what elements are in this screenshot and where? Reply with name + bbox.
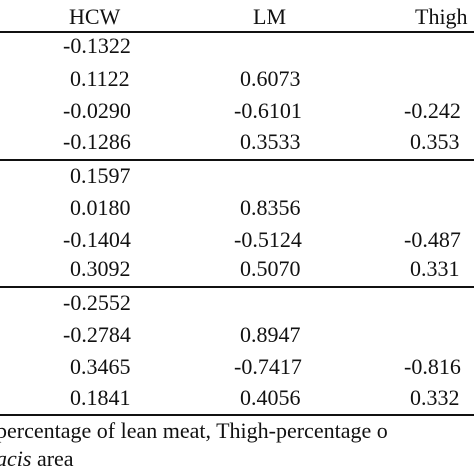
table-cell-thigh: -0.242 (404, 98, 461, 123)
table-bottom-rule (0, 414, 474, 416)
table-cell-hcw: 0.3092 (70, 256, 131, 281)
table-cell-thigh: 0.332 (410, 385, 460, 410)
table-cell-thigh: -0.487 (404, 227, 461, 252)
table-cell-hcw: -0.1404 (63, 227, 131, 252)
column-header-hcw: HCW (69, 4, 121, 29)
column-header-thigh: Thigh (415, 4, 468, 29)
footnote-line-2: acis area (0, 446, 74, 472)
table-cell-hcw: 0.1122 (70, 66, 130, 91)
table-cell-hcw: -0.1322 (63, 33, 131, 58)
table-cell-lm: -0.6101 (234, 98, 302, 123)
table-cell-hcw: -0.1286 (63, 129, 131, 154)
column-header-lm: LM (253, 4, 286, 29)
table-cell-lm: -0.7417 (234, 354, 302, 379)
table-cell-hcw: -0.0290 (63, 98, 131, 123)
footnote-italic-term: acis (0, 446, 32, 471)
table-cell-lm: 0.8947 (240, 322, 301, 347)
table-cell-lm: 0.5070 (240, 256, 301, 281)
table-cell-hcw: -0.2784 (63, 322, 131, 347)
footnote-line-1: percentage of lean meat, Thigh-percentag… (0, 418, 388, 443)
table-cell-lm: 0.3533 (240, 129, 301, 154)
table-cell-lm: 0.8356 (240, 195, 301, 220)
table-cell-lm: 0.6073 (240, 66, 301, 91)
table-cell-thigh: 0.331 (410, 256, 460, 281)
table-cell-lm: 0.4056 (240, 385, 301, 410)
table-cell-hcw: 0.1597 (70, 163, 131, 188)
group-rule (0, 159, 474, 161)
table-cell-lm: -0.5124 (234, 227, 302, 252)
table-cell-thigh: -0.816 (404, 354, 461, 379)
table-cell-hcw: -0.2552 (63, 290, 131, 315)
table-cell-hcw: 0.1841 (70, 385, 131, 410)
group-rule (0, 286, 474, 288)
header-rule (0, 31, 474, 33)
footnote-line-2-rest: area (31, 446, 74, 471)
table-cell-thigh: 0.353 (410, 129, 460, 154)
table-cell-hcw: 0.0180 (70, 195, 131, 220)
table-cell-hcw: 0.3465 (70, 354, 131, 379)
